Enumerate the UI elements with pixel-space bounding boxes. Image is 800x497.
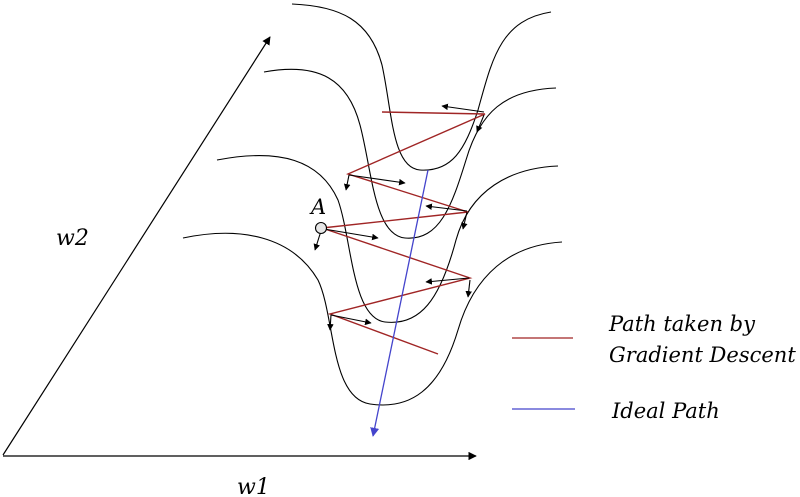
gradient-arrow [465, 279, 472, 298]
gradient-arrow [348, 174, 406, 186]
start-point-marker [314, 221, 328, 235]
legend-gradient-descent-label-line2: Gradient Descent [609, 343, 796, 367]
start-point-label: A [309, 195, 326, 219]
contour-line-2 [263, 68, 557, 239]
legend: Path taken by Gradient Descent Ideal Pat… [512, 312, 796, 423]
w1-axis-label: w1 [237, 475, 270, 497]
w2-axis [2, 36, 271, 456]
gradient-arrows [313, 103, 485, 331]
gradient-descent-path [321, 111, 486, 355]
legend-gradient-descent-label-line1: Path taken by [608, 312, 756, 336]
gradient-arrow [343, 174, 351, 191]
gradient-arrow [313, 230, 322, 251]
ideal-path [370, 169, 429, 437]
gradient-arrow [327, 314, 334, 331]
gradient-arrow [425, 277, 470, 285]
contour-line-1 [291, 3, 552, 171]
gradient-arrow [425, 203, 468, 212]
gradient-arrow [330, 314, 372, 326]
gradient-arrow [461, 211, 468, 230]
contour-line-4 [182, 232, 563, 406]
axes: w2 w1 [2, 36, 477, 497]
start-point: A [309, 195, 328, 235]
ideal-path-line [370, 169, 429, 437]
legend-ideal-path-label: Ideal Path [611, 399, 720, 423]
gradient-arrow [323, 228, 379, 241]
gradient-descent-zigzag [321, 111, 486, 355]
gradient-arrow [441, 103, 485, 113]
contour-line-3 [216, 155, 559, 323]
w2-axis-label: w2 [56, 226, 89, 251]
contour-lines [182, 3, 563, 406]
gradient-arrow [476, 114, 485, 133]
